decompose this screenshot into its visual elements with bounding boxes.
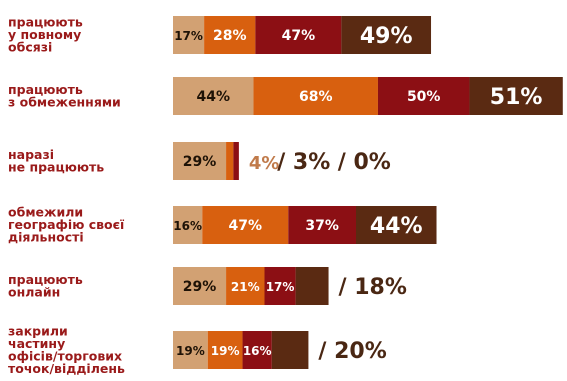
segment-value-label: 44% <box>370 214 423 239</box>
segment-value-label: 21% <box>231 280 260 294</box>
bar-segment <box>204 16 256 54</box>
category-label: обмежили географію своєї діяльності <box>8 205 125 245</box>
bar-segment <box>295 267 329 305</box>
category-label-line: у повному <box>8 27 81 42</box>
segment-value-label: 68% <box>299 89 333 105</box>
bar-segment <box>173 331 208 369</box>
bar-segment <box>202 206 289 244</box>
segment-value-label: 29% <box>183 154 217 170</box>
outside-value-label: / 20% <box>318 339 386 364</box>
segment-value-label: 49% <box>360 24 413 49</box>
bar-row: працюють з обмеженнями 44% 68% 50% 51% <box>8 77 563 115</box>
category-label-line: не працюють <box>8 159 104 174</box>
bar-segment <box>288 206 356 244</box>
category-label-line: частину <box>8 336 65 351</box>
category-label-line: точок/відділень <box>8 361 125 376</box>
bar-row: закрили частину офісів/торгових точок/відді… <box>8 323 387 376</box>
bar-segment <box>207 331 243 369</box>
bar-segment <box>264 267 296 305</box>
category-label-line: працюють <box>8 15 83 30</box>
bar-segment <box>341 16 432 54</box>
category-label-line: закрили <box>8 323 68 338</box>
segment-value-label: 28% <box>213 28 247 44</box>
bar-segment <box>173 16 205 54</box>
segment-value-label: 44% <box>197 89 231 105</box>
segment-value-label: 47% <box>229 218 263 234</box>
category-label-line: працюють <box>8 272 83 287</box>
category-label-line: працюють <box>8 82 83 97</box>
category-label: працюють онлайн <box>8 272 83 300</box>
bar-segment <box>356 206 437 244</box>
category-label-line: обмежили <box>8 205 83 220</box>
bar-segment <box>271 331 309 369</box>
segment-value-label: 17% <box>174 29 203 43</box>
bar-segment <box>173 267 227 305</box>
segment-value-label: 50% <box>407 89 441 105</box>
category-label: закрили частину офісів/торгових точок/відді… <box>8 323 125 376</box>
segment-value-label: 29% <box>183 279 217 295</box>
bar-segment <box>469 77 563 115</box>
bar-segment <box>377 77 470 115</box>
category-label-line: географію своєї <box>8 217 125 232</box>
category-label-line: обсязі <box>8 40 52 55</box>
bar-row: працюють онлайн 29% 21% 17% / 18% <box>8 267 407 305</box>
bar-row: працюють у повному обсязі 17% 28% 47% 49% <box>8 15 432 55</box>
category-label-line: з обмеженнями <box>8 94 121 109</box>
bar-segment <box>173 206 203 244</box>
bar-row: обмежили географію своєї діяльності 16% 47% 3… <box>8 205 437 245</box>
segment-value-label: 19% <box>176 344 205 358</box>
outside-value-label: / 0% <box>338 150 391 175</box>
segment-value-label: 16% <box>173 219 202 233</box>
category-label: працюють у повному обсязі <box>8 15 83 55</box>
bar-row: наразі не працюють 29% 4%/ 3% / 0% <box>8 142 391 180</box>
bar-segment <box>242 331 272 369</box>
segment-value-label: 51% <box>490 85 543 110</box>
bar-segment <box>173 77 254 115</box>
category-label: наразі не працюють <box>8 147 104 175</box>
category-label-line: офісів/торгових <box>8 348 122 363</box>
outside-value-label: / 18% <box>339 275 407 300</box>
segment-value-label: 37% <box>305 218 339 234</box>
outside-value-label: / 3% <box>277 150 330 175</box>
bar-segment <box>226 267 265 305</box>
bar-segment <box>226 142 234 180</box>
segment-value-label: 16% <box>243 344 272 358</box>
bar-segment <box>253 77 378 115</box>
category-label-line: діяльності <box>8 230 84 245</box>
outside-value-label: 4% <box>249 153 280 174</box>
bar-segment <box>173 142 227 180</box>
bar-segment <box>233 142 239 180</box>
category-label: працюють з обмеженнями <box>8 82 121 110</box>
segment-value-label: 17% <box>266 280 295 294</box>
category-label-line: онлайн <box>8 284 60 299</box>
segment-value-label: 47% <box>282 28 316 44</box>
bar-segment <box>255 16 342 54</box>
segment-value-label: 19% <box>211 344 240 358</box>
category-label-line: наразі <box>8 147 54 162</box>
